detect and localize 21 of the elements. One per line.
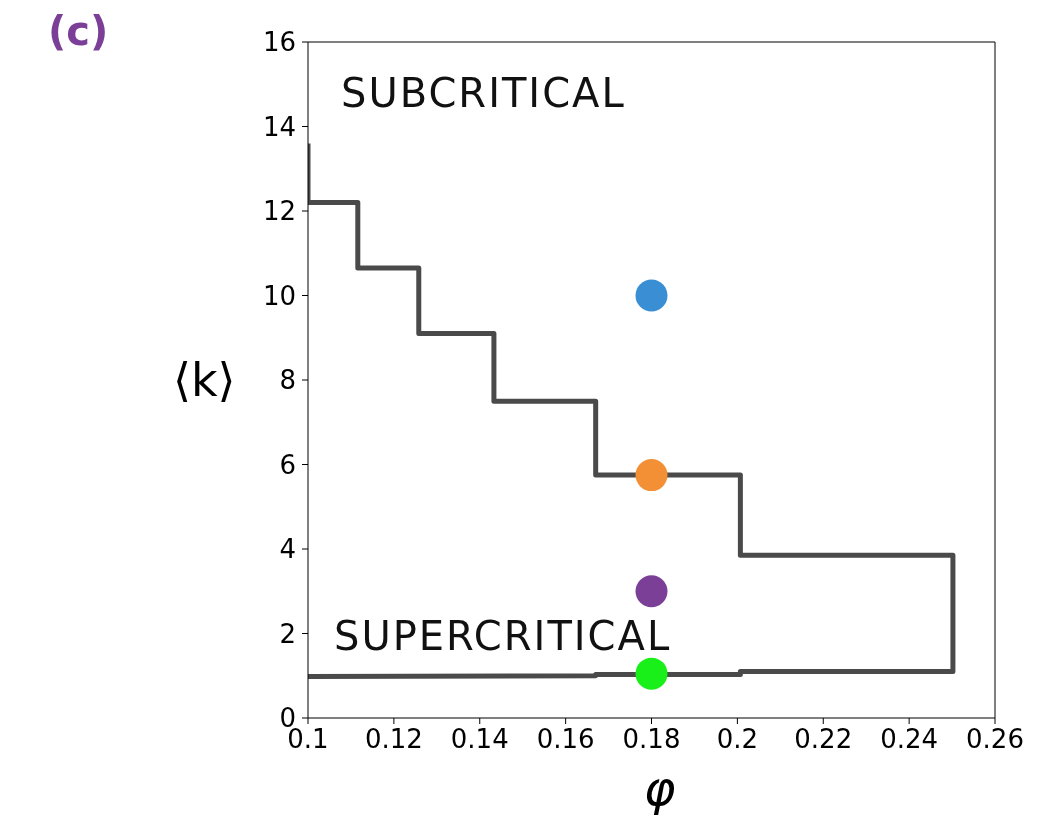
x-tick-label: 0.24: [880, 724, 939, 755]
x-tick-label: 0.12: [364, 724, 423, 755]
y-tick-label: 6: [279, 449, 296, 480]
x-axis-title: φ: [642, 759, 677, 818]
y-tick-label: 12: [262, 196, 296, 227]
x-tick-label: 0.14: [450, 724, 509, 755]
annotation: SUPERCRITICAL: [334, 613, 672, 659]
y-tick-label: 14: [262, 111, 296, 142]
y-tick-label: 16: [262, 27, 296, 58]
x-tick-label: 0.18: [622, 724, 681, 755]
y-tick-label: 2: [279, 618, 296, 649]
annotation: SUBCRITICAL: [341, 70, 626, 116]
x-tick-label: 0.26: [966, 724, 1024, 755]
y-tick-label: 4: [279, 534, 296, 565]
x-tick-label: 0.22: [794, 724, 853, 755]
y-tick-label: 8: [279, 365, 296, 396]
y-axis-title: ⟨k⟩: [173, 353, 236, 408]
y-tick-label: 10: [262, 280, 296, 311]
text: (c): [48, 8, 109, 54]
x-tick-label: 0.2: [716, 724, 759, 755]
x-tick-label: 0.16: [536, 724, 595, 755]
